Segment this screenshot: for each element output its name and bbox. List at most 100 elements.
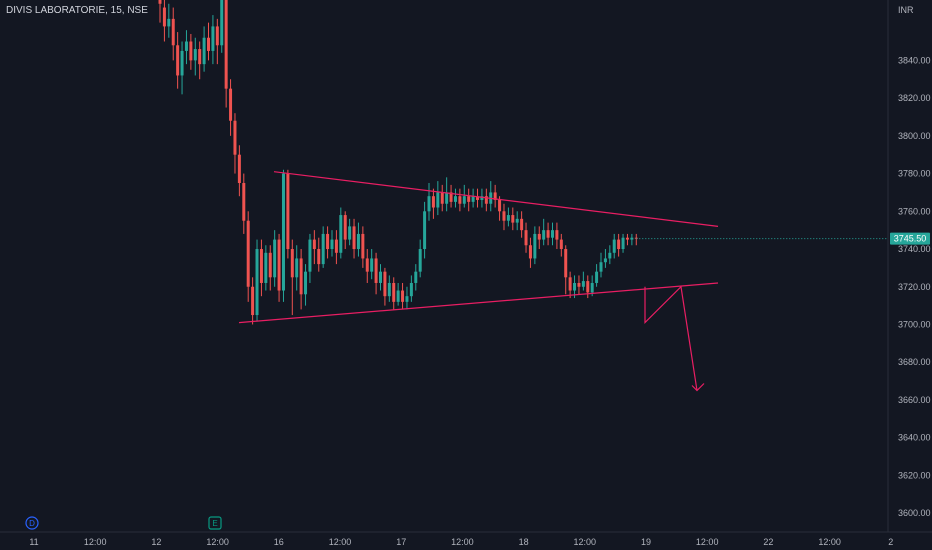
- candle: [326, 226, 330, 259]
- candle-body: [515, 218, 519, 223]
- candle: [520, 211, 524, 238]
- candle-body: [405, 296, 409, 302]
- x-tick-label: 17: [396, 537, 406, 547]
- candle: [612, 233, 616, 259]
- candle-body: [259, 249, 263, 283]
- x-tick-label: 2: [888, 537, 893, 547]
- candle-body: [339, 215, 343, 253]
- drawings-layer: [238, 171, 888, 392]
- candle-body: [162, 7, 166, 27]
- candle: [246, 211, 250, 302]
- candle-body: [458, 196, 462, 204]
- candle-body: [590, 282, 594, 293]
- x-tick-label: 12:00: [696, 537, 719, 547]
- candle: [502, 203, 506, 231]
- candle: [467, 188, 471, 212]
- candle: [242, 173, 246, 234]
- candle: [184, 30, 188, 65]
- candle: [634, 233, 638, 246]
- candle: [286, 169, 290, 259]
- candle: [396, 282, 400, 306]
- candle: [599, 252, 603, 278]
- x-tick-label: 19: [641, 537, 651, 547]
- candle-body: [564, 249, 568, 278]
- candle-body: [268, 252, 272, 278]
- candle: [564, 245, 568, 295]
- event-marker-label: E: [212, 519, 217, 528]
- candle: [233, 113, 237, 174]
- candle-body: [334, 239, 338, 253]
- candle-body: [409, 282, 413, 297]
- candle-body: [445, 192, 449, 204]
- candle-body: [453, 196, 457, 202]
- candle-body: [427, 196, 431, 212]
- candle-body: [286, 173, 290, 250]
- candle: [559, 233, 563, 257]
- y-tick-label: 3800.00: [898, 131, 931, 141]
- candle-body: [321, 233, 325, 265]
- candle-body: [401, 290, 405, 302]
- candle-body: [603, 258, 607, 263]
- last-price-badge: [890, 232, 930, 245]
- candle: [550, 222, 554, 246]
- candle: [176, 32, 180, 89]
- candle-body: [365, 258, 369, 272]
- candle: [418, 239, 422, 278]
- candle-body: [312, 239, 316, 250]
- candle: [440, 184, 444, 212]
- candle-body: [277, 239, 281, 291]
- candle: [586, 275, 590, 299]
- candle-body: [617, 239, 621, 250]
- candle: [295, 245, 299, 291]
- candle-body: [511, 215, 515, 223]
- candle: [348, 218, 352, 246]
- dividend-marker[interactable]: D: [25, 516, 39, 530]
- candle-body: [608, 252, 612, 259]
- candle: [356, 222, 360, 257]
- candle-body: [242, 182, 246, 221]
- candle-body: [533, 233, 537, 259]
- candle: [533, 226, 537, 265]
- candle: [511, 207, 515, 231]
- last-price-text: 3745.50: [894, 234, 927, 244]
- candle: [171, 7, 175, 61]
- candle-body: [229, 88, 233, 121]
- candle: [462, 184, 466, 208]
- candle-body: [207, 37, 211, 51]
- y-tick-label: 3620.00: [898, 470, 931, 480]
- candle: [211, 15, 215, 65]
- candle-body: [370, 258, 374, 272]
- candle-body: [348, 226, 352, 240]
- candle-body: [568, 277, 572, 291]
- candle: [281, 169, 285, 302]
- candle: [220, 0, 224, 53]
- candle: [476, 188, 480, 208]
- candle-body: [374, 258, 378, 283]
- candle-body: [506, 215, 510, 221]
- projection-arrowhead: [691, 383, 705, 392]
- candle-body: [180, 50, 184, 76]
- candle: [546, 222, 550, 246]
- candle-body: [550, 230, 554, 238]
- candle-body: [546, 230, 550, 238]
- earnings-marker[interactable]: E: [208, 516, 222, 530]
- candle: [290, 239, 294, 316]
- candle-body: [330, 239, 334, 250]
- candle-body: [573, 282, 577, 291]
- candle: [304, 264, 308, 306]
- candle-body: [233, 120, 237, 155]
- candle: [387, 275, 391, 302]
- candle-body: [520, 218, 524, 231]
- candle-body: [599, 262, 603, 272]
- candle: [617, 233, 621, 257]
- candle-body: [215, 26, 219, 46]
- candle-body: [264, 252, 268, 283]
- candle-body: [581, 281, 585, 287]
- candle-body: [171, 18, 175, 46]
- candle: [537, 226, 541, 250]
- x-tick-label: 11: [29, 537, 38, 547]
- candle-body: [352, 226, 356, 250]
- candle: [352, 218, 356, 259]
- candle: [458, 188, 462, 212]
